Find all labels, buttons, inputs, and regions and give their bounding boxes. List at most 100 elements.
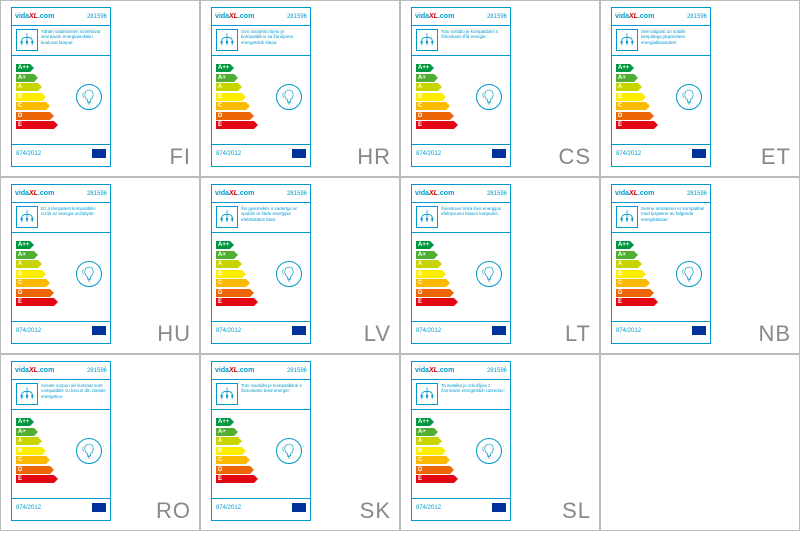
chandelier-icon: [616, 29, 638, 51]
label-description-row: Ez a lámpatest kompatibilis izzók az ene…: [12, 203, 110, 233]
energy-class-E: E: [216, 121, 271, 129]
energy-class-E: E: [216, 475, 271, 483]
product-id: 281596: [87, 14, 107, 20]
label-cell-cs: CSvidaXL.com281596Toto svítidlo je kompa…: [400, 0, 600, 177]
energy-class-A+: A+: [216, 251, 271, 259]
description-text: Šis gaismeklis ir saderīgs ar spuldzi ar…: [241, 206, 306, 229]
energy-class-B: B: [616, 270, 671, 278]
eu-flag-icon: [292, 149, 306, 158]
energy-class-E: E: [616, 298, 671, 306]
product-id: 281596: [87, 191, 107, 197]
label-energy-scale: A++A+ABCDE: [12, 410, 110, 498]
brand: vidaXL.com: [15, 367, 54, 374]
label-description-row: Ovo rasvjetno tijelo je kompatibilno sa …: [212, 26, 310, 56]
energy-class-C: C: [416, 279, 471, 287]
energy-arrows: A++A+ABCDE: [416, 241, 471, 308]
label-footer: 874/2012: [212, 144, 310, 162]
energy-arrows: A++A+ABCDE: [616, 64, 671, 131]
energy-class-D: D: [16, 112, 71, 120]
label-energy-scale: A++A+ABCDE: [212, 56, 310, 144]
energy-class-B: B: [216, 447, 271, 455]
energy-label: vidaXL.com 281596 Tähän valaisimeen sovelt…: [11, 7, 111, 167]
product-id: 281596: [487, 14, 507, 20]
label-footer: 874/2012: [12, 144, 110, 162]
energy-class-A: A: [616, 83, 671, 91]
language-code: LV: [364, 321, 391, 347]
energy-class-A++: A++: [216, 64, 271, 72]
label-header: vidaXL.com281596: [612, 185, 710, 203]
energy-class-B: B: [16, 270, 71, 278]
label-cell-nb: NBvidaXL.com281596Denne armaturen er kom…: [600, 177, 800, 354]
chandelier-icon: [16, 29, 38, 51]
energy-class-A++: A++: [16, 418, 71, 426]
label-cell-sl: SLvidaXL.com281596Ta svetilka je združlj…: [400, 354, 600, 531]
energy-class-E: E: [216, 298, 271, 306]
energy-class-E: E: [616, 121, 671, 129]
label-header: vidaXL.com 281596: [212, 185, 310, 203]
energy-label: vidaXL.com281596Ez a lámpatest kompatibi…: [11, 184, 111, 344]
chandelier-icon: [216, 383, 238, 405]
energy-arrows: A++A+ABCDE: [616, 241, 671, 308]
language-code: RO: [156, 498, 191, 524]
label-cell-ro: ROvidaXL.com281596Aceste corpuri de ilum…: [0, 354, 200, 531]
label-description-row: Šis gaismeklis ir saderīgs ar spuldzi ar…: [212, 203, 310, 233]
brand: vidaXL.com: [615, 13, 654, 20]
energy-label: vidaXL.com281596Toto svítidlo je kompati…: [411, 7, 511, 167]
energy-arrows: A++A+ABCDE: [216, 418, 271, 485]
chandelier-icon: [216, 29, 238, 51]
regulation-text: 874/2012: [216, 151, 241, 157]
description-text: Ovo rasvjetno tijelo je kompatibilno sa …: [241, 29, 306, 52]
energy-class-E: E: [16, 121, 71, 129]
description-text: See valgusti on sobilik lampidega järgmi…: [641, 29, 706, 52]
description-text: Šviestuvui tinka šios energijos efektyvu…: [441, 206, 506, 229]
eu-flag-icon: [92, 149, 106, 158]
bulb-icon: [76, 438, 102, 464]
energy-arrows: A++A+ABCDE: [216, 241, 271, 308]
energy-class-D: D: [416, 112, 471, 120]
energy-class-C: C: [16, 279, 71, 287]
energy-arrows: A++A+ABCDE: [16, 418, 71, 485]
eu-flag-icon: [692, 149, 706, 158]
energy-class-A: A: [216, 437, 271, 445]
eu-flag-icon: [92, 326, 106, 335]
chandelier-icon: [216, 206, 238, 228]
label-header: vidaXL.com 281596: [12, 362, 110, 380]
label-footer: 874/2012: [612, 321, 710, 339]
label-energy-scale: A++A+ABCDE: [612, 233, 710, 321]
eu-flag-icon: [492, 503, 506, 512]
energy-label: vidaXL.com281596Aceste corpuri de ilumin…: [11, 361, 111, 521]
label-header: vidaXL.com281596: [412, 185, 510, 203]
label-description-row: Ta svetilka je združljiva z žarnicami en…: [412, 380, 510, 410]
brand: vidaXL.com: [415, 190, 454, 197]
chandelier-icon: [16, 206, 38, 228]
energy-class-A++: A++: [216, 418, 271, 426]
label-footer: 874/2012: [212, 498, 310, 516]
product-id: 281596: [287, 368, 307, 374]
energy-class-E: E: [16, 475, 71, 483]
brand: vidaXL.com: [15, 13, 54, 20]
energy-class-C: C: [416, 102, 471, 110]
energy-class-B: B: [416, 447, 471, 455]
energy-class-E: E: [416, 121, 471, 129]
energy-class-A++: A++: [616, 64, 671, 72]
product-id: 281596: [287, 191, 307, 197]
language-code: ET: [761, 144, 791, 170]
brand: vidaXL.com: [215, 190, 254, 197]
energy-class-A++: A++: [16, 64, 71, 72]
energy-class-A: A: [216, 83, 271, 91]
chandelier-icon: [416, 383, 438, 405]
label-description-row: Tähän valaisimeen soveltuvat seuraaviin …: [12, 26, 110, 56]
label-header: vidaXL.com 281596: [12, 8, 110, 26]
regulation-text: 874/2012: [216, 328, 241, 334]
chandelier-icon: [16, 383, 38, 405]
eu-flag-icon: [492, 326, 506, 335]
energy-class-A+: A+: [216, 74, 271, 82]
label-footer: 874/2012: [12, 498, 110, 516]
brand: vidaXL.com: [615, 190, 654, 197]
label-header: vidaXL.com281596: [212, 362, 310, 380]
bulb-icon: [676, 84, 702, 110]
energy-class-A++: A++: [616, 241, 671, 249]
product-id: 281596: [87, 368, 107, 374]
empty-cell: [600, 354, 800, 531]
description-text: Ta svetilka je združljiva z žarnicami en…: [441, 383, 506, 406]
